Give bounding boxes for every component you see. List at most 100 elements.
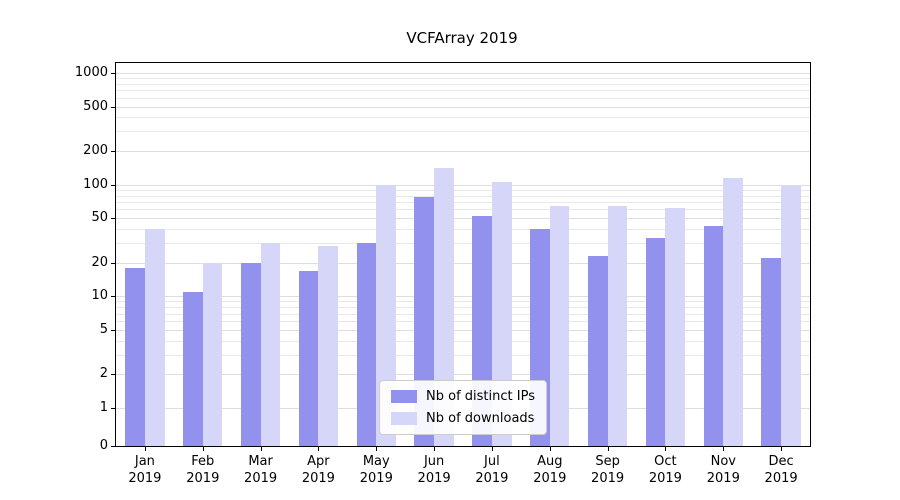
gridline-300 xyxy=(116,131,810,133)
y-tick-label-1000: 1000 xyxy=(74,65,108,80)
gridline-90 xyxy=(116,189,810,191)
y-tick-mark-20 xyxy=(111,262,115,264)
y-tick-mark-2 xyxy=(111,374,115,376)
gridline-800 xyxy=(116,83,810,85)
bar-ips-sep xyxy=(587,255,608,446)
x-tick-mark-jan xyxy=(144,447,146,451)
legend-item-distinct-ips: Nb of distinct IPs xyxy=(391,389,535,404)
legend-swatch-distinct-ips-icon xyxy=(391,390,418,403)
gridline-9 xyxy=(116,301,810,303)
gridline-80 xyxy=(116,195,810,197)
y-tick-mark-500 xyxy=(111,106,115,108)
y-tick-label-2: 2 xyxy=(99,366,108,382)
gridline-7 xyxy=(116,313,810,315)
x-tick-label-may: May 2019 xyxy=(359,454,393,486)
gridline-8 xyxy=(116,307,810,309)
y-tick-mark-50 xyxy=(111,218,115,220)
gridline-2 xyxy=(116,374,810,376)
x-tick-label-jun: Jun 2019 xyxy=(417,454,451,486)
bar-downloads-jan xyxy=(144,229,165,446)
gridline-20 xyxy=(116,262,810,264)
y-tick-mark-1000 xyxy=(111,73,115,74)
x-tick-mark-aug xyxy=(549,447,551,451)
y-tick-label-10: 10 xyxy=(91,288,108,304)
y-tick-mark-5 xyxy=(111,329,115,331)
bar-ips-oct xyxy=(645,238,666,446)
bar-ips-dec xyxy=(761,258,782,446)
y-tick-mark-200 xyxy=(111,151,115,153)
bar-ips-may xyxy=(356,243,377,446)
x-tick-label-aug: Aug 2019 xyxy=(533,454,567,486)
y-tick-label-500: 500 xyxy=(83,98,108,114)
gridline-70 xyxy=(116,202,810,203)
y-tick-label-50: 50 xyxy=(91,210,108,226)
gridline-500 xyxy=(116,106,810,108)
y-tick-label-20: 20 xyxy=(91,254,108,270)
y-tick-label-1: 1 xyxy=(99,400,108,415)
gridline-400 xyxy=(116,117,810,119)
x-tick-mark-feb xyxy=(202,447,204,451)
gridline-3 xyxy=(116,354,810,356)
bar-ips-nov xyxy=(703,225,724,446)
bar-ips-jan xyxy=(125,267,145,446)
legend-label-downloads: Nb of downloads xyxy=(426,411,535,426)
bar-downloads-nov xyxy=(723,177,743,446)
legend-label-distinct-ips: Nb of distinct IPs xyxy=(426,389,535,404)
x-tick-label-feb: Feb 2019 xyxy=(186,454,220,486)
x-tick-label-jul: Jul 2019 xyxy=(475,454,509,486)
bar-downloads-feb xyxy=(202,262,223,446)
y-tick-label-0: 0 xyxy=(99,438,108,453)
bar-ips-mar xyxy=(240,262,261,446)
gridline-700 xyxy=(116,90,810,92)
bar-downloads-aug xyxy=(549,205,570,446)
y-tick-mark-100 xyxy=(111,184,115,186)
gridline-50 xyxy=(116,218,810,220)
bar-downloads-jun xyxy=(434,168,454,446)
gridline-1000 xyxy=(116,73,810,74)
y-tick-label-5: 5 xyxy=(99,321,108,337)
gridline-900 xyxy=(116,78,810,80)
bar-ips-apr xyxy=(298,270,319,446)
x-tick-mark-may xyxy=(376,447,378,451)
x-tick-mark-dec xyxy=(781,447,783,451)
gridline-5 xyxy=(116,329,810,331)
x-tick-mark-nov xyxy=(723,447,725,451)
gridline-60 xyxy=(116,209,810,211)
gridline-6 xyxy=(116,321,810,323)
gridline-30 xyxy=(116,243,810,245)
x-tick-mark-mar xyxy=(260,447,262,451)
bar-ips-feb xyxy=(183,291,203,446)
bar-downloads-oct xyxy=(665,207,686,446)
gridline-200 xyxy=(116,151,810,153)
x-tick-label-nov: Nov 2019 xyxy=(706,454,740,486)
x-tick-label-jan: Jan 2019 xyxy=(128,454,162,486)
y-tick-label-100: 100 xyxy=(83,176,108,192)
gridline-100 xyxy=(116,184,810,186)
chart-title: VCFArray 2019 xyxy=(406,29,518,47)
legend-item-downloads: Nb of downloads xyxy=(391,411,535,426)
bar-downloads-sep xyxy=(607,205,628,446)
x-tick-label-dec: Dec 2019 xyxy=(764,454,798,486)
y-tick-mark-0 xyxy=(111,446,115,447)
plot-area: Nb of distinct IPs Nb of downloads xyxy=(115,62,811,447)
gridline-600 xyxy=(116,97,810,99)
y-tick-mark-10 xyxy=(111,296,115,298)
legend-swatch-downloads-icon xyxy=(391,412,418,425)
x-tick-mark-jun xyxy=(434,447,436,451)
y-tick-label-200: 200 xyxy=(83,143,108,159)
x-tick-mark-apr xyxy=(318,447,320,451)
gridline-10 xyxy=(116,296,810,298)
x-tick-mark-oct xyxy=(665,447,667,451)
x-tick-label-apr: Apr 2019 xyxy=(301,454,335,486)
x-tick-label-mar: Mar 2019 xyxy=(244,454,278,486)
x-tick-label-oct: Oct 2019 xyxy=(648,454,682,486)
bar-downloads-mar xyxy=(260,243,281,446)
x-tick-label-sep: Sep 2019 xyxy=(591,454,625,486)
gridline-40 xyxy=(116,229,810,231)
bar-downloads-apr xyxy=(318,246,339,446)
x-tick-mark-jul xyxy=(491,447,493,451)
gridline-4 xyxy=(116,340,810,342)
legend: Nb of distinct IPs Nb of downloads xyxy=(379,380,547,435)
x-tick-mark-sep xyxy=(607,447,609,451)
